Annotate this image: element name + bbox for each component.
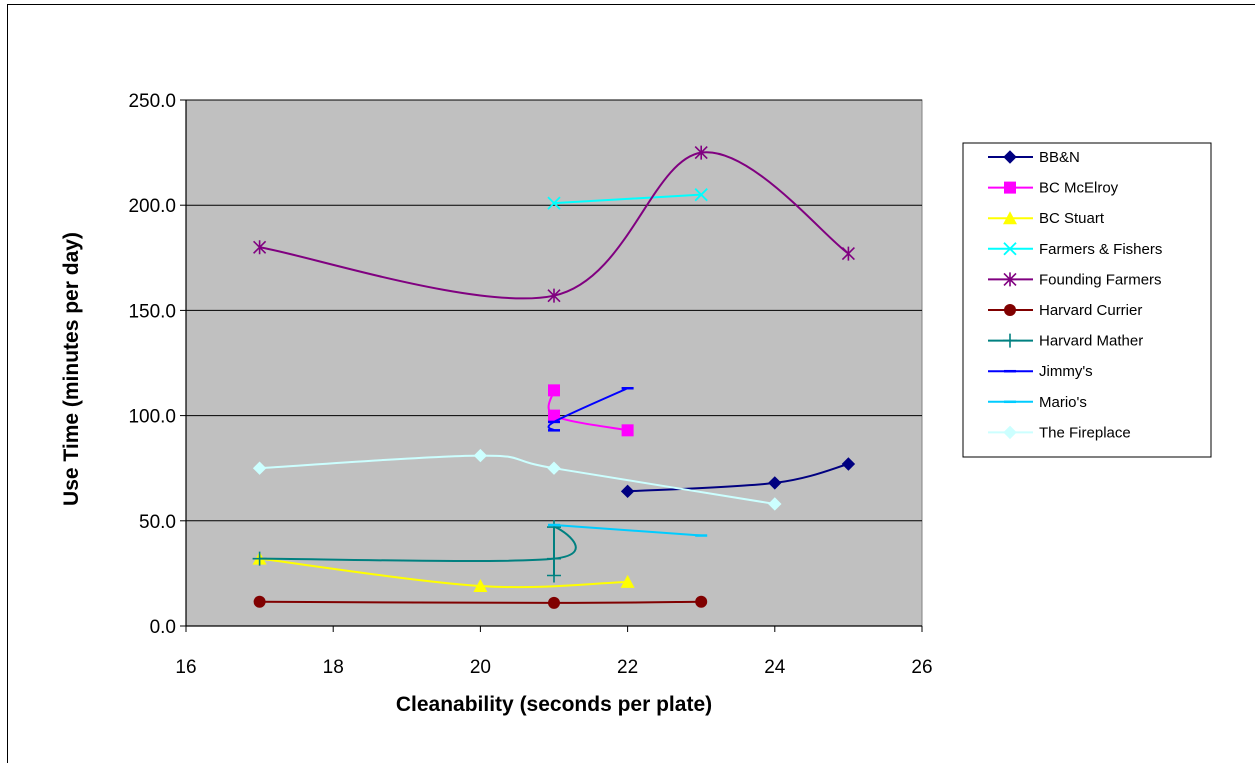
legend-marker: [1003, 272, 1017, 287]
x-tick-label: 20: [470, 657, 491, 678]
series-line: [259, 151, 849, 300]
data-point: [695, 595, 708, 608]
data-point: [694, 145, 708, 160]
data-point: [547, 196, 561, 210]
x-tick-label: 18: [323, 657, 344, 678]
legend-item-bc-mcelroy: BC McElroy: [988, 180, 1119, 197]
chart-frame: [7, 4, 1255, 763]
legend-marker: [1003, 425, 1017, 440]
data-point: [621, 424, 634, 437]
data-point: [548, 384, 560, 397]
y-tick-label: 150.0: [128, 301, 176, 322]
series-farmers-fishers: [547, 188, 708, 210]
legend: BB&N BC McElroy BC Stuart Farmers & Fishers…: [962, 142, 1212, 458]
data-point: [252, 461, 267, 475]
series-the-fireplace: [252, 448, 782, 511]
series-bc-mcelroy: [547, 384, 634, 437]
data-point: [253, 595, 266, 608]
data-point: [841, 457, 856, 471]
data-point: [548, 596, 560, 609]
legend-label: BB&N: [1039, 149, 1080, 166]
x-tick-label: 24: [764, 657, 786, 678]
legend-marker: [1004, 304, 1016, 316]
legend-item-the-fireplace: The Fireplace: [988, 424, 1131, 441]
series-jimmy-s: [547, 386, 634, 432]
legend-item-mario-s: Mario's: [988, 394, 1087, 411]
data-point: [694, 188, 708, 202]
legend-label: BC Stuart: [1039, 210, 1105, 227]
y-tick-label: 100.0: [128, 407, 176, 428]
legend-label: Jimmy's: [1039, 363, 1093, 380]
data-point: [473, 448, 488, 463]
data-point: [620, 484, 635, 499]
y-tick-label: 200.0: [128, 196, 176, 217]
series-harvard-mather: [252, 520, 577, 583]
x-axis-title: Cleanability (seconds per plate): [396, 693, 712, 716]
data-point: [548, 409, 560, 422]
data-point: [547, 568, 561, 583]
series-line: [259, 454, 775, 505]
legend-label: Mario's: [1039, 394, 1087, 411]
series-layer: [252, 145, 856, 609]
series-mario-s: [548, 523, 708, 537]
legend-marker: [1003, 211, 1017, 225]
data-point: [253, 240, 267, 255]
legend-label: BC McElroy: [1039, 180, 1119, 197]
legend-box: [962, 142, 1212, 458]
series-line: [553, 193, 702, 205]
data-point: [547, 551, 561, 566]
series-bb-n: [620, 457, 856, 499]
data-point: [841, 246, 855, 261]
y-tick-label: 250.0: [128, 91, 176, 112]
series-line: [259, 600, 702, 604]
data-point: [768, 497, 782, 511]
legend-item-harvard-mather: Harvard Mather: [988, 333, 1143, 350]
series-line: [627, 463, 849, 493]
legend-label: Harvard Mather: [1039, 333, 1143, 350]
legend-item-jimmy-s: Jimmy's: [988, 363, 1093, 380]
data-point: [620, 574, 635, 588]
legend-item-bc-stuart: BC Stuart: [988, 210, 1105, 227]
legend-item-harvard-currier: Harvard Currier: [988, 302, 1142, 319]
data-point: [252, 551, 267, 566]
legend-item-bb-n: BB&N: [988, 149, 1080, 166]
y-axis-title: Use Time (minutes per day): [60, 232, 83, 506]
y-tick-label: 0.0: [150, 617, 176, 638]
data-point: [547, 461, 561, 475]
legend-label: Farmers & Fishers: [1039, 241, 1162, 258]
legend-label: Founding Farmers: [1039, 271, 1162, 288]
axes: 0.0 50.0 100.0 150.0 200.0 250.0 16 18 20 22 24 26: [128, 91, 932, 678]
series-founding-farmers: [253, 145, 855, 303]
legend-marker: [1003, 150, 1017, 164]
legend-marker: [1004, 181, 1016, 194]
data-point: [473, 579, 488, 593]
legend-label: Harvard Currier: [1039, 302, 1142, 319]
legend-item-farmers-fishers: Farmers & Fishers: [988, 241, 1162, 258]
legend-marker: [1003, 242, 1017, 256]
series-line: [553, 524, 702, 537]
legend-marker: [1003, 333, 1017, 348]
y-tick-label: 50.0: [139, 512, 176, 533]
x-tick-label: 26: [911, 657, 932, 678]
x-tick-label: 16: [175, 657, 196, 678]
legend-label: The Fireplace: [1039, 424, 1131, 441]
x-tick-label: 22: [617, 657, 638, 678]
data-point: [547, 520, 561, 535]
legend-item-founding-farmers: Founding Farmers: [988, 271, 1162, 288]
data-point: [547, 288, 561, 303]
series-harvard-currier: [253, 595, 708, 609]
data-point: [768, 476, 782, 490]
